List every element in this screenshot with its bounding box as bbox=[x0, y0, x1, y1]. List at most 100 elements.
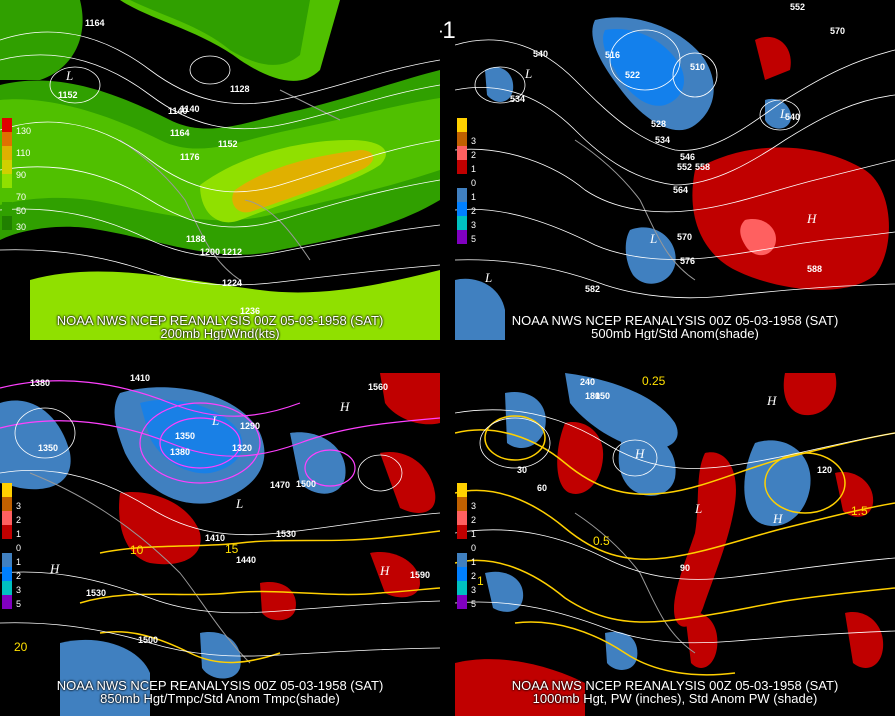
contour-label: 522 bbox=[625, 70, 640, 80]
panel-caption: NOAA NWS NCEP REANALYSIS 00Z 05-03-1958 … bbox=[0, 314, 440, 340]
colorbar-label: 70 bbox=[16, 192, 27, 202]
contour-label: 90 bbox=[680, 563, 690, 573]
colorbar-segment bbox=[457, 146, 467, 160]
contour-label: 1410 bbox=[205, 533, 225, 543]
colorbar-segment bbox=[2, 567, 12, 581]
high-marker: H bbox=[49, 561, 60, 576]
contour-label: 1530 bbox=[86, 588, 106, 598]
contour-label: 1320 bbox=[232, 443, 252, 453]
panel-caption: NOAA NWS NCEP REANALYSIS 00Z 05-03-1958 … bbox=[455, 679, 895, 705]
colorbar-segment bbox=[2, 160, 12, 174]
contour-label: 588 bbox=[807, 264, 822, 274]
colorbar-label: 3 bbox=[16, 585, 22, 595]
contour-label: 1152 bbox=[58, 90, 78, 100]
colorbar-label: 1 bbox=[16, 529, 22, 539]
panel-caption: NOAA NWS NCEP REANALYSIS 00Z 05-03-1958 … bbox=[0, 679, 440, 705]
low-marker: L bbox=[694, 501, 702, 516]
low-marker: L bbox=[484, 270, 492, 285]
map-850mb: 1380 1410 1350 1380 1320 1290 1350 1410 … bbox=[0, 373, 440, 716]
colorbar-label: 2 bbox=[471, 150, 477, 160]
colorbar-segment bbox=[457, 132, 467, 146]
anom-colorbar: 3 2 1 0 1 2 3 5 bbox=[457, 483, 476, 609]
colorbar-segment bbox=[2, 146, 12, 160]
colorbar-label: 130 bbox=[16, 126, 32, 136]
contour-label: 1380 bbox=[170, 447, 190, 457]
colorbar-label: 5 bbox=[471, 234, 477, 244]
contour-label: 1350 bbox=[175, 431, 195, 441]
colorbar-segment bbox=[457, 539, 467, 553]
colorbar-segment bbox=[457, 483, 467, 497]
contour-label: 30 bbox=[517, 465, 527, 475]
colorbar-label: 1 bbox=[471, 192, 477, 202]
contour-label: 1188 bbox=[186, 234, 206, 244]
contour-label: 552 bbox=[790, 2, 805, 12]
colorbar-segment bbox=[457, 118, 467, 132]
anom-colorbar: 3 2 1 0 1 2 3 5 bbox=[2, 483, 21, 609]
map-1000mb-pw: 240 180 150 120 90 60 30 0.25 0.5 1 1.5 … bbox=[455, 373, 895, 716]
colorbar-label: 5 bbox=[471, 599, 477, 609]
colorbar-label: 3 bbox=[471, 220, 477, 230]
anom-colorbar: 3 2 1 0 1 2 3 5 bbox=[457, 118, 476, 244]
panel-850mb: 1380 1410 1350 1380 1320 1290 1350 1410 … bbox=[0, 373, 440, 716]
pw-label: 1 bbox=[477, 574, 484, 588]
caption-line1: NOAA NWS NCEP REANALYSIS 00Z 05-03-1958 … bbox=[56, 678, 384, 693]
contour-label: 534 bbox=[655, 135, 670, 145]
colorbar-label: 110 bbox=[16, 148, 31, 158]
colorbar-segment bbox=[2, 132, 12, 146]
colorbar-segment bbox=[457, 581, 467, 595]
contour-label: 1500 bbox=[138, 635, 158, 645]
contour-label: 150 bbox=[595, 391, 610, 401]
colorbar-segment bbox=[2, 188, 12, 202]
colorbar-label: 1 bbox=[471, 557, 477, 567]
caption-line2: 850mb Hgt/Tmpc/Std Anom Tmpc(shade) bbox=[100, 691, 340, 706]
colorbar-label: 2 bbox=[471, 571, 477, 581]
high-marker: H bbox=[339, 399, 350, 414]
colorbar-segment bbox=[2, 118, 12, 132]
low-marker: L bbox=[65, 68, 73, 83]
contour-label: 1470 bbox=[270, 480, 290, 490]
colorbar-segment bbox=[457, 525, 467, 539]
caption-line1: NOAA NWS NCEP REANALYSIS 00Z 05-03-1958 … bbox=[56, 313, 384, 328]
colorbar-segment bbox=[457, 497, 467, 511]
colorbar-segment bbox=[2, 525, 12, 539]
caption-line2: 1000mb Hgt, PW (inches), Std Anom PW (sh… bbox=[532, 691, 818, 706]
contour-label: 582 bbox=[585, 284, 600, 294]
contour-label: 528 bbox=[651, 119, 666, 129]
contour-label: 570 bbox=[830, 26, 845, 36]
isotherm-label: 15 bbox=[225, 542, 239, 556]
contour-label: 1224 bbox=[222, 278, 242, 288]
pw-label: 1.5 bbox=[851, 504, 868, 518]
high-marker: H bbox=[634, 446, 645, 461]
contour-label: 510 bbox=[690, 62, 705, 72]
colorbar-segment bbox=[457, 188, 467, 202]
contour-label: 1152 bbox=[218, 139, 238, 149]
colorbar-label: 3 bbox=[471, 585, 477, 595]
low-marker: L bbox=[235, 496, 243, 511]
panel-200mb: 1164 1152 1140 1128 1176 1164 1152 1140 … bbox=[0, 0, 440, 340]
colorbar-label: 0 bbox=[471, 543, 477, 553]
pw-label: 0.25 bbox=[642, 374, 666, 388]
colorbar-label: 1 bbox=[16, 557, 22, 567]
contour-label: 180 bbox=[585, 391, 600, 401]
colorbar-segment bbox=[2, 216, 12, 230]
colorbar-label: 50 bbox=[16, 206, 27, 216]
colorbar-segment bbox=[2, 511, 12, 525]
contour-label: 1164 bbox=[170, 128, 190, 138]
contour-label: 558 bbox=[695, 162, 710, 172]
contour-label: 1560 bbox=[368, 382, 388, 392]
colorbar-segment bbox=[457, 230, 467, 244]
contour-label: 1380 bbox=[30, 378, 50, 388]
colorbar-segment bbox=[2, 553, 12, 567]
map-200mb: 1164 1152 1140 1128 1176 1164 1152 1140 … bbox=[0, 0, 440, 340]
colorbar-segment bbox=[2, 497, 12, 511]
colorbar-segment bbox=[457, 595, 467, 609]
colorbar-label: 5 bbox=[16, 599, 22, 609]
contour-label: 534 bbox=[510, 94, 525, 104]
caption-line1: NOAA NWS NCEP REANALYSIS 00Z 05-03-1958 … bbox=[511, 313, 839, 328]
contour-label: 1200 bbox=[200, 247, 220, 257]
colorbar-segment bbox=[457, 202, 467, 216]
contour-label: 540 bbox=[785, 112, 800, 122]
contour-label: 576 bbox=[680, 256, 695, 266]
isotherm-label: 10 bbox=[130, 543, 144, 557]
contour-label: 570 bbox=[677, 232, 692, 242]
